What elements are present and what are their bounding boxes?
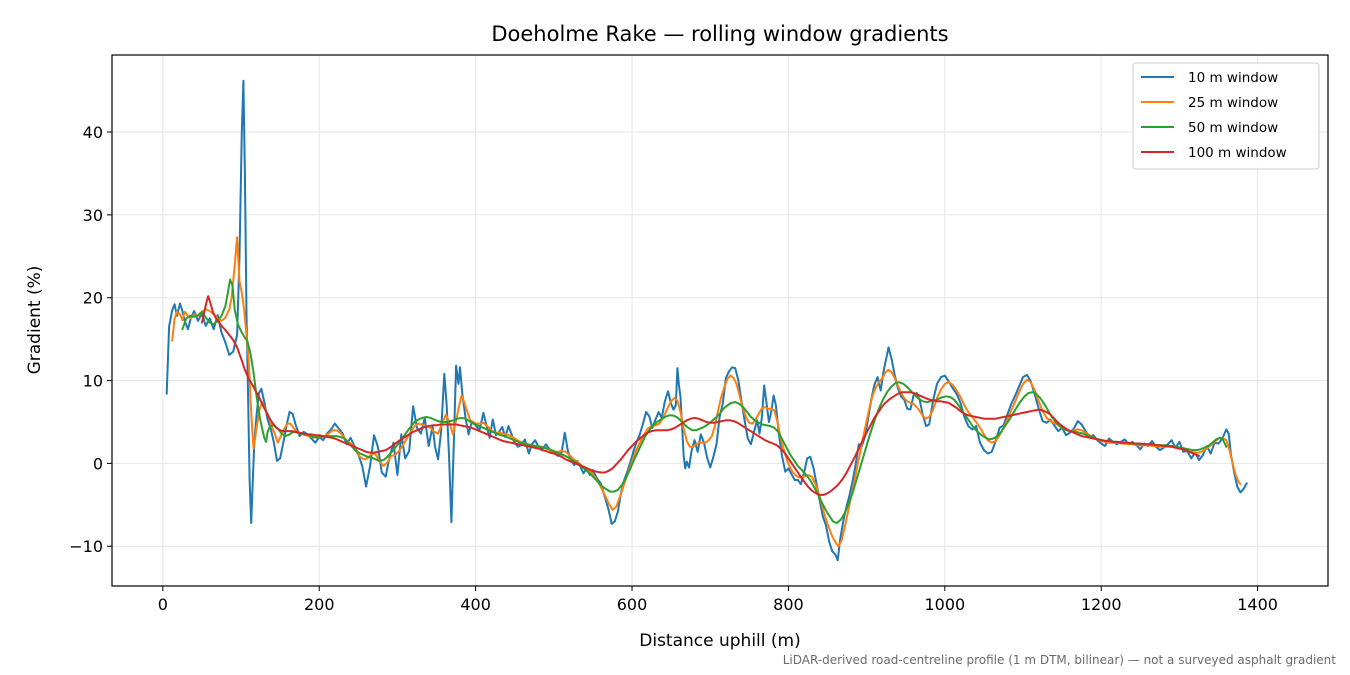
x-tick-label: 400 [460, 595, 491, 614]
series-line-4 [200, 295, 1200, 496]
x-tick-label: 1400 [1237, 595, 1278, 614]
plot-frame [111, 54, 1329, 587]
y-axis-label: Gradient (%) [25, 266, 45, 375]
legend-label-1: 10 m window [1188, 70, 1278, 86]
legend-box [1132, 62, 1320, 170]
x-tick-label: 600 [617, 595, 648, 614]
y-tick-label: 30 [83, 206, 103, 225]
x-axis-label: Distance uphill (m) [639, 631, 800, 651]
legend-label-4: 100 m window [1188, 145, 1287, 161]
y-tick-label: 0 [93, 454, 103, 473]
x-tick-label: 0 [158, 595, 168, 614]
x-tick-label: 1200 [1081, 595, 1122, 614]
axis-ticks: 0 200 400 600 800 1000 1200 1400 −10 0 10 20 30 40 [69, 123, 1278, 614]
x-tick-label: 1000 [924, 595, 965, 614]
y-tick-label: 10 [83, 372, 103, 391]
y-tick-label: 20 [83, 289, 103, 308]
series-line-1 [165, 79, 1248, 562]
y-tick-label: −10 [69, 537, 103, 556]
legend-label-3: 50 m window [1188, 120, 1278, 136]
chart-title: Doeholme Rake — rolling window gradients [491, 22, 948, 46]
x-tick-label: 800 [773, 595, 804, 614]
footnote: LiDAR-derived road-centreline profile (1… [783, 653, 1337, 667]
legend-label-2: 25 m window [1188, 95, 1278, 111]
series-lines [165, 79, 1248, 562]
x-tick-label: 200 [304, 595, 335, 614]
legend: 10 m window 25 m window 50 m window 100 m w… [1132, 62, 1320, 170]
y-tick-label: 40 [83, 123, 103, 142]
